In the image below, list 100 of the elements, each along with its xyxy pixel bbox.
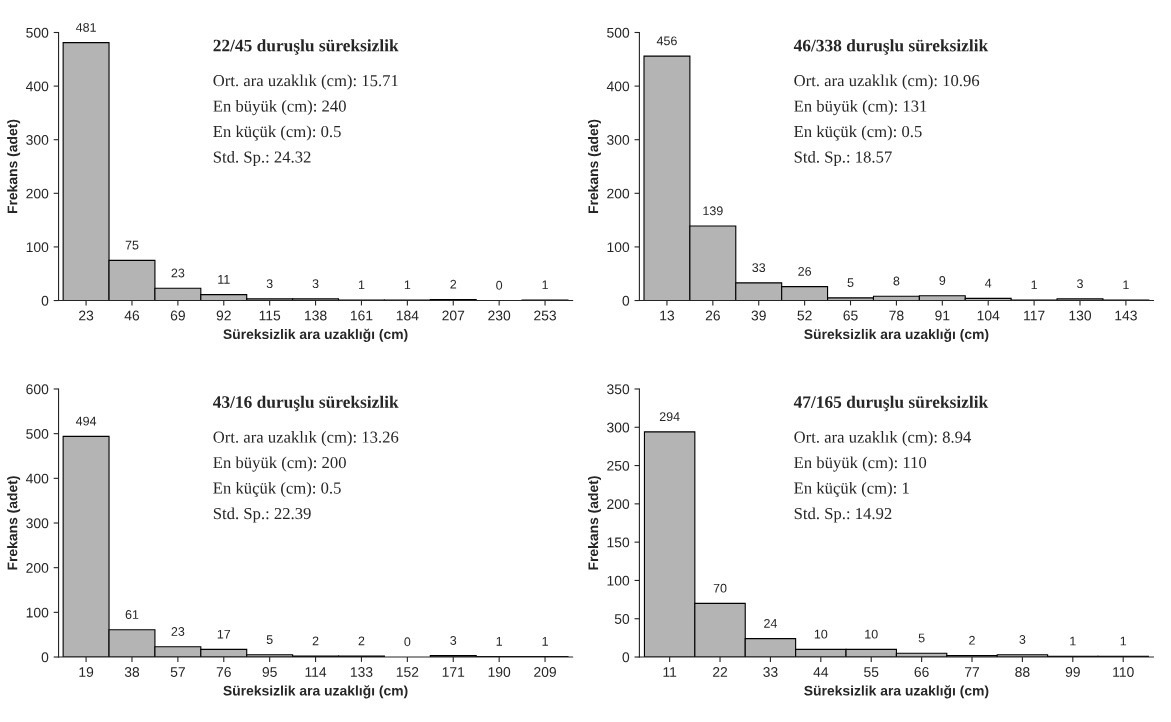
- y-tick-label: 400: [25, 473, 49, 484]
- x-tick-label: 77: [965, 667, 980, 677]
- y-axis-title: Frekans (adet): [7, 476, 21, 570]
- data-label: 9: [939, 276, 946, 285]
- annotation: En küçük (cm): 0.5: [794, 125, 922, 141]
- x-tick-label: 114: [305, 667, 327, 677]
- data-label: 2: [358, 636, 365, 646]
- annotation: En büyük (cm): 131: [794, 100, 927, 116]
- x-tick-label: 92: [216, 310, 231, 321]
- x-tick-label: 161: [350, 310, 373, 321]
- x-axis-title: Süreksizlik ara uzaklığı (cm): [804, 328, 989, 342]
- x-tick-label: 95: [262, 667, 277, 677]
- data-label: 1: [1120, 636, 1127, 646]
- annotation: Std. Sp.: 14.92: [794, 507, 892, 523]
- x-tick-label: 138: [305, 310, 327, 321]
- y-tick-label: 300: [607, 422, 630, 433]
- x-tick-label: 99: [1065, 667, 1080, 677]
- y-tick-label: 0: [622, 652, 630, 663]
- data-label: 1: [358, 280, 365, 290]
- x-tick-label: 65: [843, 310, 858, 321]
- y-tick-label: 500: [607, 27, 630, 38]
- y-tick-label: 500: [26, 27, 49, 38]
- x-tick-label: 52: [797, 310, 812, 321]
- x-tick-label: 78: [889, 310, 904, 321]
- annotation: Ort. ara uzaklık (cm): 8.94: [794, 431, 972, 447]
- data-label: 3: [1077, 279, 1083, 289]
- data-label: 494: [75, 416, 97, 426]
- y-tick-label: 300: [26, 518, 49, 529]
- data-label: 8: [893, 276, 900, 286]
- y-tick-label: 600: [26, 384, 49, 395]
- data-label: 139: [703, 206, 723, 216]
- x-tick-label: 110: [1113, 667, 1134, 677]
- y-tick-label: 200: [607, 188, 630, 199]
- data-label: 5: [847, 278, 854, 288]
- x-tick-label: 13: [660, 310, 675, 321]
- x-tick-label: 104: [977, 310, 1000, 321]
- data-label: 3: [312, 279, 319, 289]
- y-tick-label: 400: [25, 81, 49, 92]
- x-tick-label: 44: [813, 667, 829, 677]
- data-label: 0: [496, 280, 503, 290]
- data-label: 5: [918, 633, 925, 643]
- annotation: Ort. ara uzaklık (cm): 13.26: [213, 431, 399, 447]
- data-label: 24: [764, 618, 778, 628]
- x-tick-label: 207: [442, 310, 465, 321]
- data-label: 2: [312, 636, 319, 646]
- x-axis-title: Süreksizlik ara uzaklığı (cm): [223, 685, 408, 699]
- x-tick-label: 115: [259, 310, 281, 321]
- annotation: Std. Sp.: 24.32: [213, 150, 311, 167]
- x-tick-label: 57: [170, 667, 185, 677]
- data-label: 26: [798, 266, 812, 276]
- x-axis-title: Süreksizlik ara uzaklığı (cm): [223, 328, 408, 342]
- y-axis-title: Frekans (adet): [588, 119, 601, 214]
- annotation: Std. Sp.: 18.57: [794, 150, 892, 167]
- y-tick-label: 100: [607, 242, 630, 253]
- chart-title: 46/338 duruşlu süreksizlik: [793, 39, 989, 55]
- data-label: 75: [125, 240, 139, 250]
- data-label: 3: [1019, 635, 1026, 644]
- y-axis-title: Frekans (adet): [7, 119, 21, 214]
- data-label: 1: [496, 637, 503, 646]
- x-tick-label: 209: [534, 667, 556, 677]
- data-label: 294: [659, 412, 680, 422]
- chart-title: 22/45 duruşlu süreksizlik: [213, 39, 399, 55]
- data-label: 11: [218, 275, 230, 284]
- data-label: 23: [171, 627, 185, 636]
- chart-title: 43/16 duruşlu süreksizlik: [213, 395, 399, 412]
- y-tick-label: 250: [607, 460, 630, 471]
- y-tick-label: 50: [614, 614, 630, 624]
- x-tick-label: 66: [914, 667, 929, 677]
- y-tick-label: 350: [607, 384, 630, 395]
- x-tick-label: 22: [713, 667, 728, 677]
- data-label: 1: [1123, 280, 1129, 290]
- y-tick-label: 300: [607, 135, 630, 145]
- annotation: En büyük (cm): 240: [213, 100, 346, 116]
- x-tick-label: 26: [705, 310, 720, 321]
- y-tick-label: 200: [26, 563, 49, 573]
- x-axis-title: Süreksizlik ara uzaklığı (cm): [804, 685, 989, 699]
- x-tick-label: 91: [935, 310, 950, 321]
- annotation: Ort. ara uzaklık (cm): 10.96: [794, 74, 980, 90]
- data-label: 17: [217, 629, 231, 639]
- y-axis-title: Frekans (adet): [588, 476, 601, 570]
- data-label: 0: [404, 637, 411, 647]
- y-tick-label: 0: [41, 652, 49, 663]
- x-tick-label: 117: [1024, 310, 1045, 321]
- data-label: 3: [266, 279, 273, 289]
- x-tick-label: 184: [396, 310, 419, 321]
- y-tick-label: 500: [26, 428, 49, 439]
- x-tick-label: 69: [170, 310, 185, 321]
- annotation: En büyük (cm): 200: [213, 456, 346, 472]
- annotation: En küçük (cm): 0.5: [213, 125, 341, 141]
- x-tick-label: 46: [124, 310, 140, 321]
- y-tick-label: 200: [26, 188, 49, 199]
- x-tick-label: 39: [751, 310, 766, 321]
- y-tick-label: 300: [26, 135, 49, 145]
- annotation: En büyük (cm): 110: [794, 456, 927, 472]
- x-tick-label: 23: [79, 310, 94, 321]
- data-label: 33: [752, 263, 766, 273]
- annotation: En küçük (cm): 1: [794, 481, 909, 498]
- x-tick-label: 11: [663, 667, 677, 677]
- x-tick-label: 133: [350, 667, 373, 677]
- data-label: 456: [656, 36, 677, 46]
